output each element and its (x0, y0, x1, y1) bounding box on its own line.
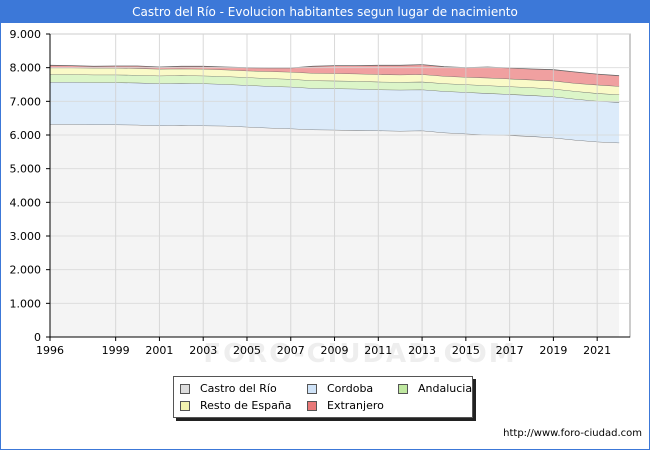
x-tick-label-12: 2021 (583, 344, 611, 357)
legend-label-castro: Castro del Río (200, 382, 277, 395)
area-series-3 (50, 67, 620, 95)
y-tick-label-7: 7.000 (10, 95, 42, 108)
legend: Castro del Río Cordoba Andalucia Resto d… (173, 376, 473, 418)
legend-swatch-cordoba (307, 384, 317, 394)
y-tick-label-8: 8.000 (10, 62, 42, 75)
legend-label-cordoba: Cordoba (327, 382, 374, 395)
x-tick-label-8: 2013 (408, 344, 436, 357)
legend-item-resto: Resto de España (180, 399, 292, 413)
x-tick-label-1: 1999 (102, 344, 130, 357)
watermark: FORO-CIUDAD.COM (203, 339, 516, 369)
legend-item-cordoba: Cordoba (307, 382, 373, 396)
legend-item-extranjero: Extranjero (307, 399, 384, 413)
y-tick-label-6: 6.000 (10, 129, 42, 142)
x-tick-label-10: 2017 (496, 344, 524, 357)
x-tick-label-6: 2009 (321, 344, 349, 357)
x-tick-label-0: 1996 (36, 344, 64, 357)
legend-swatch-resto (180, 401, 190, 411)
x-tick-label-9: 2015 (452, 344, 480, 357)
source-link[interactable]: http://www.foro-ciudad.com (503, 428, 642, 439)
legend-swatch-castro (180, 384, 190, 394)
x-tick-label-7: 2011 (364, 344, 392, 357)
chart-title: Castro del Río - Evolucion habitantes se… (1, 1, 649, 23)
x-tick-label-5: 2007 (277, 344, 305, 357)
x-tick-label-2: 2001 (145, 344, 173, 357)
y-tick-label-0: 0 (34, 331, 41, 344)
y-tick-label-5: 5.000 (10, 163, 42, 176)
area-series-4 (50, 64, 620, 87)
legend-label-extranjero: Extranjero (327, 399, 384, 412)
y-tick-label-3: 3.000 (10, 230, 42, 243)
x-tick-label-3: 2003 (189, 344, 217, 357)
y-tick-label-9: 9.000 (10, 28, 42, 41)
legend-item-andalucia: Andalucia (398, 382, 472, 396)
legend-label-resto: Resto de España (200, 399, 292, 412)
legend-item-castro: Castro del Río (180, 382, 277, 396)
y-tick-label-1: 1.000 (10, 297, 42, 310)
legend-label-andalucia: Andalucia (418, 382, 473, 395)
legend-swatch-extranjero (307, 401, 317, 411)
y-tick-label-4: 4.000 (10, 196, 42, 209)
x-tick-label-4: 2005 (233, 344, 261, 357)
legend-swatch-andalucia (398, 384, 408, 394)
x-tick-label-11: 2019 (539, 344, 567, 357)
y-tick-label-2: 2.000 (10, 264, 42, 277)
